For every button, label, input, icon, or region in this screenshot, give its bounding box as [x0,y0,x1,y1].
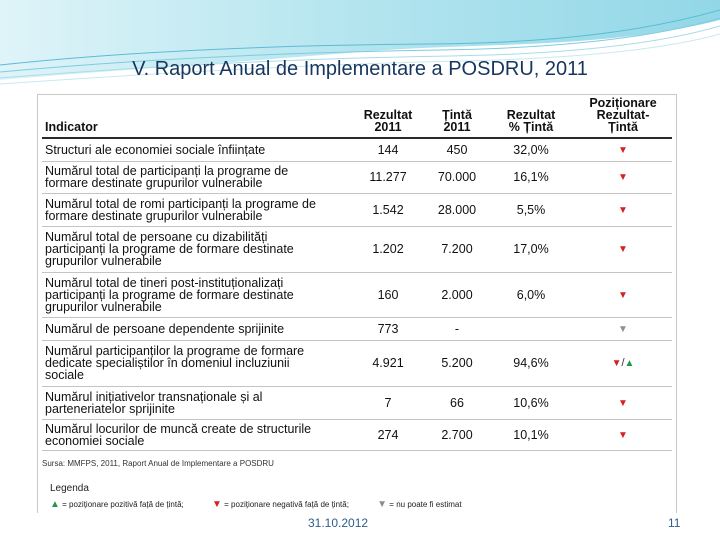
position-indicator: ▼ [574,419,672,451]
position-indicator: ▼ [574,138,672,162]
position-indicator: ▼ [574,317,672,341]
source-note: Sursa: MMFPS, 2011, Raport Anual de Impl… [42,459,274,468]
value-tinta: 450 [426,138,488,162]
not-estimable-arrow-icon: ▼ [377,499,388,510]
not-estimable-arrow-icon: ▼ [618,323,628,335]
up-arrow-icon: ▲ [50,499,60,510]
table-row: Numărul de persoane dependente sprijinit… [42,317,672,341]
indicator-label: Numărul total de participanți la program… [42,161,350,194]
indicator-label: Numărul total de persoane cu dizabilităț… [42,226,350,273]
down-arrow-icon: ▼ [618,289,628,301]
page-number: 11 [668,516,681,530]
indicator-table: Indicator Rezultat 2011 Țintă 2011 Rezulta… [42,97,672,451]
down-arrow-icon: ▼ [212,499,222,510]
down-arrow-icon: ▼ [618,244,628,255]
value-tinta: - [426,317,488,341]
table-row: Numărul total de persoane cu dizabilităț… [42,226,672,273]
value-procent: 94,6% [488,340,574,387]
value-tinta: 66 [426,386,488,420]
value-procent: 6,0% [488,272,574,318]
value-tinta: 2.700 [426,419,488,451]
indicator-label: Numărul total de romi participanți la pr… [42,193,350,227]
header-procent: Rezultat% Țintă [488,97,574,139]
value-rezultat: 160 [350,272,426,318]
indicator-label: Numărul de persoane dependente sprijinit… [42,317,350,341]
down-arrow-icon: ▼ [618,204,628,216]
value-tinta: 28.000 [426,193,488,227]
value-tinta: 2.000 [426,272,488,318]
table-row: Numărul inițiativelor transnaționale și … [42,386,672,420]
header-indicator: Indicator [42,97,350,139]
table-row: Structuri ale economiei sociale înființa… [42,138,672,162]
table-row: Numărul total de romi participanți la pr… [42,193,672,227]
indicator-label: Numărul inițiativelor transnaționale și … [42,386,350,420]
value-rezultat: 7 [350,386,426,420]
value-rezultat: 4.921 [350,340,426,387]
header-pozitionare: Poziționare Rezultat- Țintă [574,97,672,139]
footer-date: 31.10.2012 [308,516,369,530]
legend-item-not-estimable: ▼ = nu poate fi estimat [377,499,462,510]
table-header-row: Indicator Rezultat 2011 Țintă 2011 Rezulta… [42,97,672,139]
indicator-label: Structuri ale economiei sociale înființa… [42,138,350,162]
value-procent: 17,0% [488,226,574,273]
header-tinta: Țintă 2011 [426,97,488,139]
header-rezultat: Rezultat 2011 [350,97,426,139]
value-rezultat: 773 [350,317,426,341]
indicator-label: Numărul locurilor de muncă create de str… [42,419,350,451]
position-indicator: ▼ [574,386,672,420]
indicator-label: Numărul total de tineri post-instituțion… [42,272,350,318]
value-procent: 10,6% [488,386,574,420]
table-row: Numărul total de participanți la program… [42,161,672,194]
down-arrow-icon: ▼ [618,144,628,156]
table-frame [37,94,677,513]
legend-title: Legenda [50,483,89,494]
value-rezultat: 1.542 [350,193,426,227]
table-row: Numărul locurilor de muncă create de str… [42,419,672,451]
value-procent [488,317,574,341]
value-procent: 32,0% [488,138,574,162]
down-arrow-icon: ▼ [618,429,628,441]
legend-item-positive: ▲ = poziționare pozitivă față de țintă; [50,499,184,510]
value-procent: 5,5% [488,193,574,227]
value-tinta: 7.200 [426,226,488,273]
value-tinta: 5.200 [426,340,488,387]
legend-item-negative: ▼ = poziționare negativă față de țintă; [212,499,349,510]
value-rezultat: 144 [350,138,426,162]
table-row: Numărul participanților la programe de f… [42,340,672,387]
table-row: Numărul total de tineri post-instituțion… [42,272,672,318]
value-rezultat: 274 [350,419,426,451]
position-indicator: ▼/▲ [574,340,672,387]
legend: ▲ = poziționare pozitivă față de țintă; … [50,499,488,510]
value-rezultat: 11.277 [350,161,426,194]
value-tinta: 70.000 [426,161,488,194]
indicator-label: Numărul participanților la programe de f… [42,340,350,387]
header-wave-decoration [0,0,720,85]
value-procent: 10,1% [488,419,574,451]
page-title: V. Raport Anual de Implementare a POSDRU… [132,58,588,80]
position-indicator: ▼ [574,226,672,273]
value-rezultat: 1.202 [350,226,426,273]
mixed-arrow-icon: ▼/▲ [611,357,635,369]
position-indicator: ▼ [574,161,672,194]
position-indicator: ▼ [574,272,672,318]
down-arrow-icon: ▼ [618,172,628,183]
down-arrow-icon: ▼ [618,397,628,409]
value-procent: 16,1% [488,161,574,194]
position-indicator: ▼ [574,193,672,227]
